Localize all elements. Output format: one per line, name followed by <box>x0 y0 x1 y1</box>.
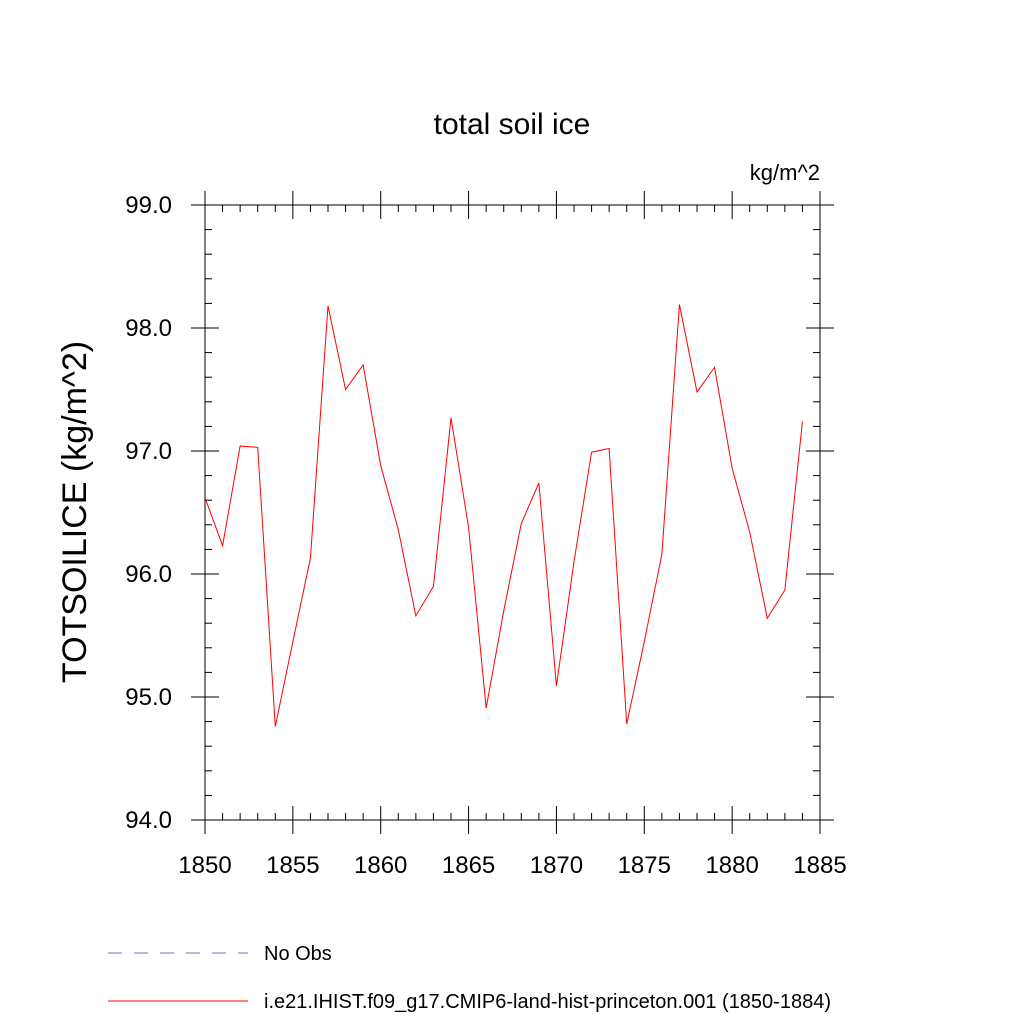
y-tick-label: 99.0 <box>125 192 172 219</box>
x-tick-label: 1885 <box>793 852 846 879</box>
chart-title: total soil ice <box>434 108 591 141</box>
y-tick-label: 96.0 <box>125 561 172 588</box>
axis-ticks <box>191 191 834 834</box>
y-tick-label: 97.0 <box>125 438 172 465</box>
x-tick-label: 1855 <box>266 852 319 879</box>
x-tick-label: 1875 <box>618 852 671 879</box>
y-tick-label: 95.0 <box>125 684 172 711</box>
axis-tick-labels: 1850 1855 1860 1865 1870 1875 1880 1885 94.0 95.0… <box>125 192 846 879</box>
x-tick-label: 1860 <box>354 852 407 879</box>
legend-label-no-obs: No Obs <box>264 943 332 965</box>
units-label: kg/m^2 <box>750 160 820 185</box>
y-tick-label: 98.0 <box>125 315 172 342</box>
series-line <box>204 304 803 727</box>
x-tick-label: 1865 <box>442 852 495 879</box>
y-axis-label: TOTSOILICE (kg/m^2) <box>56 341 94 683</box>
x-tick-label: 1850 <box>178 852 231 879</box>
x-tick-label: 1880 <box>705 852 758 879</box>
legend-label-model: i.e21.IHIST.f09_g17.CMIP6-land-hist-prin… <box>264 991 831 1013</box>
plot-frame <box>204 204 821 821</box>
series-layer <box>204 304 803 727</box>
x-tick-label: 1870 <box>530 852 583 879</box>
y-tick-label: 94.0 <box>125 807 172 834</box>
legend: No Obs i.e21.IHIST.f09_g17.CMIP6-land-hi… <box>108 943 831 1013</box>
